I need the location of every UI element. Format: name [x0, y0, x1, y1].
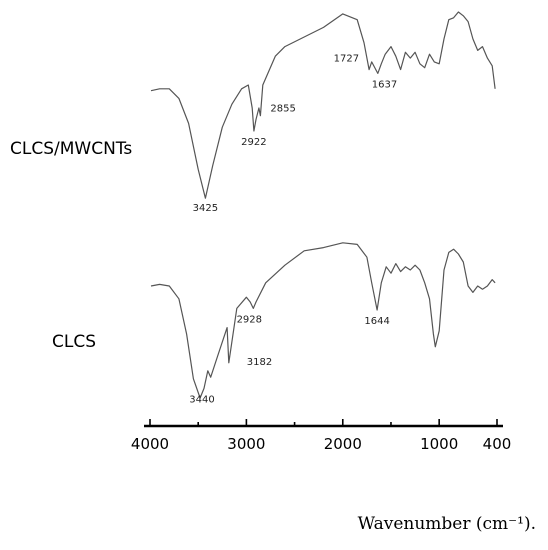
x-tick-label-2000: 2000	[324, 435, 362, 453]
peak-annotations: 3425 2922 2855 1727 1637 3440 3182 2928 1644	[189, 54, 397, 406]
series-label-1: CLCS/MWCNTs	[10, 139, 132, 159]
peak-label-2928: 2928	[237, 314, 262, 325]
x-tick-label-1000: 1000	[420, 435, 458, 453]
peak-label-1727: 1727	[334, 54, 359, 65]
spectrum-line-2	[150, 242, 496, 399]
x-axis-title: Wavenumber (cm⁻¹).	[358, 514, 536, 534]
peak-label-2922: 2922	[241, 137, 266, 148]
peak-label-1637: 1637	[372, 79, 397, 90]
spectra-traces	[150, 11, 496, 399]
series-label-2: CLCS	[52, 332, 96, 352]
peak-label-3440: 3440	[189, 394, 214, 405]
peak-label-2855: 2855	[270, 104, 295, 115]
x-axis: 4000 3000 2000 1000 400	[131, 419, 511, 453]
peak-label-3425: 3425	[193, 203, 218, 214]
spectrum-line-1	[150, 11, 496, 199]
peak-label-1644: 1644	[364, 316, 389, 327]
peak-label-3182: 3182	[247, 357, 272, 368]
x-tick-label-3000: 3000	[227, 435, 265, 453]
series-labels: CLCS/MWCNTs CLCS	[10, 139, 132, 352]
x-tick-label-400: 400	[483, 435, 512, 453]
x-tick-label-4000: 4000	[131, 435, 169, 453]
